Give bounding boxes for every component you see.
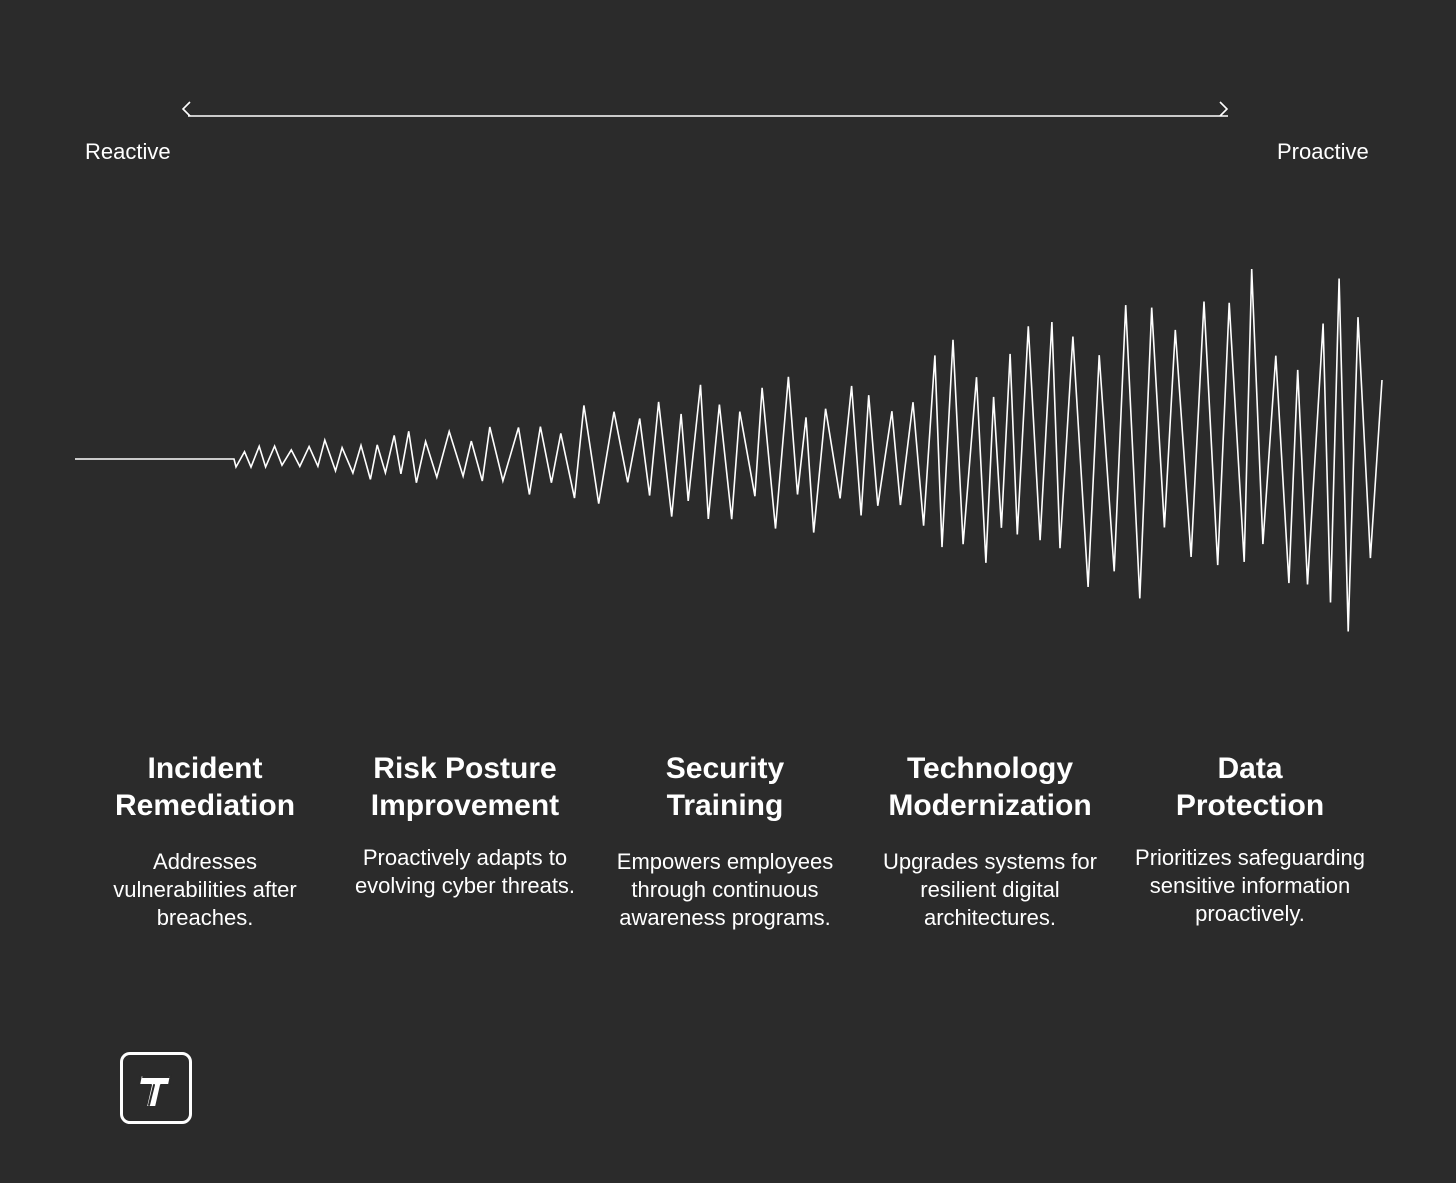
stage-title: Data Protection xyxy=(1175,752,1325,822)
scale-arrow-left-icon xyxy=(181,101,191,117)
stage-description: Proactively adapts to evolving cyber thr… xyxy=(354,845,576,898)
stage-data-protection: Data Protection Prioritizes safeguarding … xyxy=(1135,750,1365,928)
waveform-line xyxy=(75,268,1383,632)
stage-title: Security Training xyxy=(665,752,785,822)
stage-title: Incident Remediation xyxy=(114,752,296,822)
reactive-label: Reactive xyxy=(85,139,171,164)
proactive-label: Proactive xyxy=(1277,139,1369,164)
waveform-graphic xyxy=(75,268,1383,632)
stage-technology-modernization: Technology Modernization Upgrades systems… xyxy=(870,750,1110,932)
t-logo-icon xyxy=(120,1052,192,1124)
stage-title: Risk Posture Improvement xyxy=(370,752,560,822)
stage-description: Empowers employees through continuous aw… xyxy=(616,849,834,930)
reactive-proactive-scale xyxy=(181,101,1229,117)
stage-risk-posture-improvement: Risk Posture Improvement Proactively adap… xyxy=(340,750,590,900)
scale-arrow-right-icon xyxy=(1219,101,1229,117)
stage-description: Upgrades systems for resilient digital a… xyxy=(883,849,1097,930)
stage-description: Addresses vulnerabilities after breaches… xyxy=(113,849,297,930)
stage-security-training: Security Training Empowers employees thro… xyxy=(615,750,835,932)
stage-description: Prioritizes safeguarding sensitive infor… xyxy=(1135,845,1365,926)
stage-incident-remediation: Incident Remediation Addresses vulnerabil… xyxy=(95,750,315,932)
stage-title: Technology Modernization xyxy=(888,752,1092,822)
